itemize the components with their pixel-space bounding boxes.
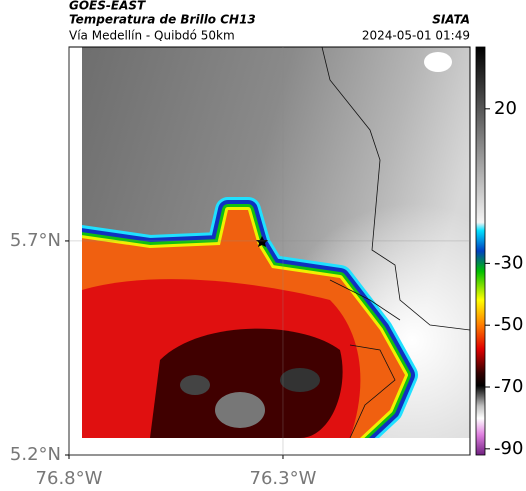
colorbar-tick-label: -90 — [494, 438, 523, 459]
x-tick-label: 76.3°W — [250, 468, 317, 489]
y-tick-label: 5.2°N — [10, 444, 61, 465]
colorbar-tick-label: -70 — [494, 376, 523, 397]
datetime: 2024-05-01 01:49 — [362, 29, 470, 43]
colorbar-tick-label: -50 — [494, 314, 523, 335]
subtitle: Temperatura de Brillo CH13 — [69, 13, 256, 27]
colorbar — [475, 46, 486, 456]
satellite-image — [82, 47, 470, 438]
source: SIATA — [432, 13, 470, 27]
location: Vía Medellín - Quibdó 50km — [69, 29, 235, 43]
y-tick-label: 5.7°N — [10, 230, 61, 251]
colorbar-tick-label: -30 — [494, 252, 523, 273]
x-tick-label: 76.8°W — [36, 468, 103, 489]
colorbar-tick-label: 20 — [494, 98, 517, 119]
title: GOES-EAST — [69, 0, 146, 13]
location-marker — [256, 236, 268, 247]
